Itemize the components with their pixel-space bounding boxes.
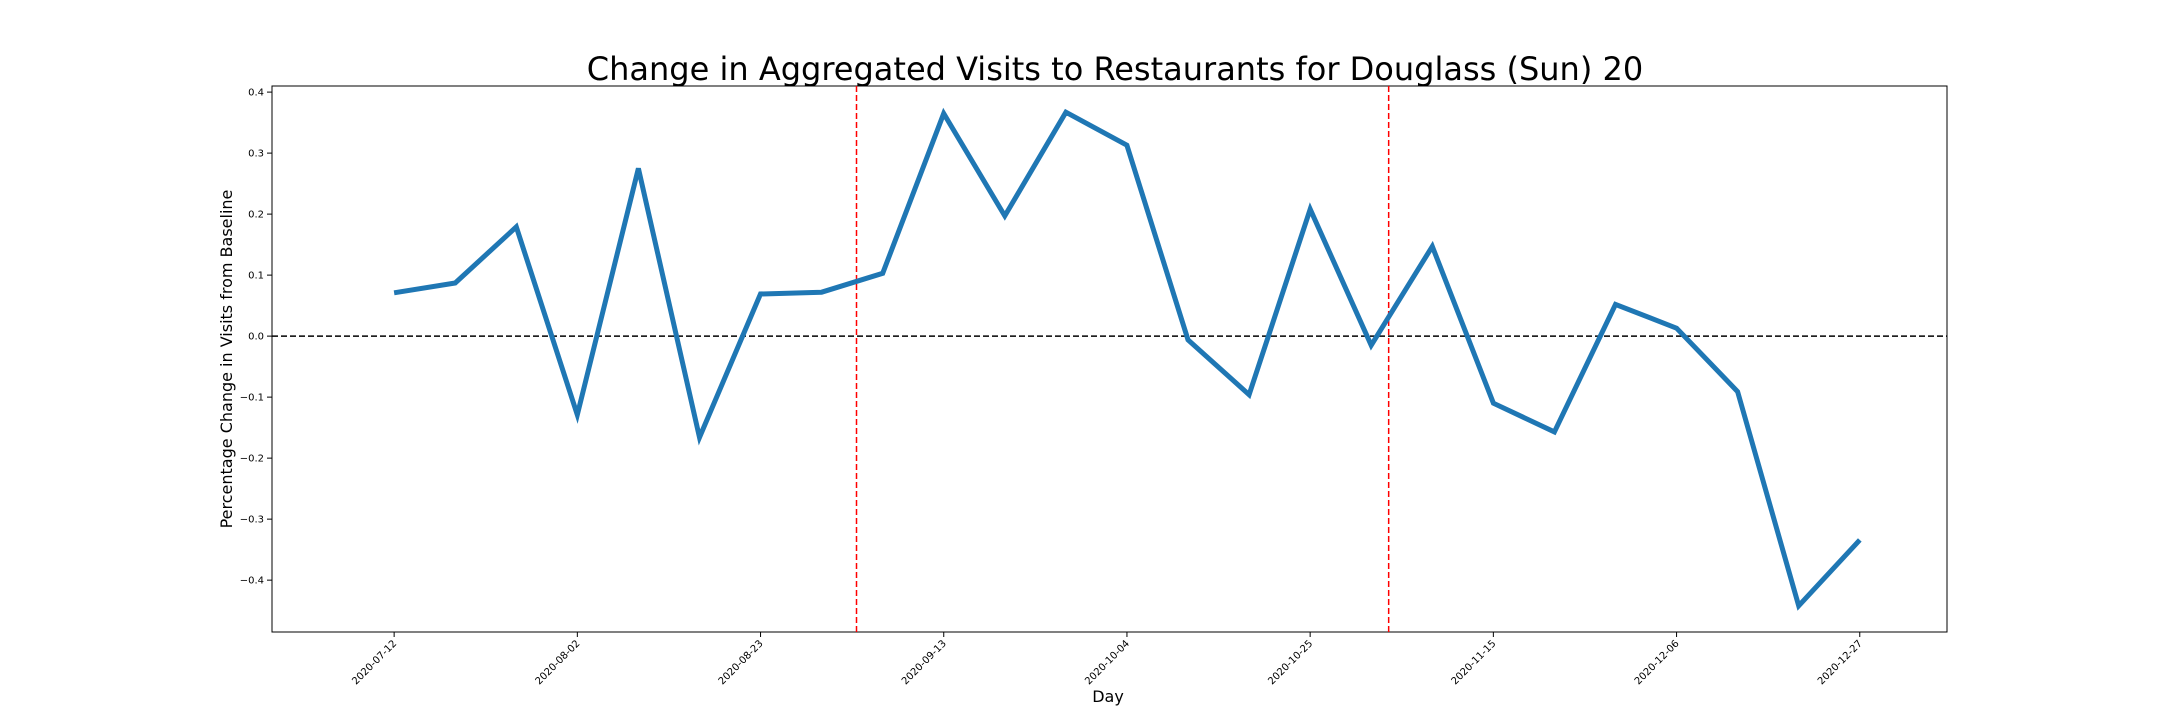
y-tick-label: −0.1	[240, 393, 264, 404]
x-tick-label: 2020-10-04	[1083, 638, 1132, 687]
y-tick-label: 0.3	[248, 149, 264, 160]
y-axis-ticks: −0.4 −0.3 −0.2 −0.1 0.0 0.1 0.2 0.3 0.4	[240, 88, 272, 587]
series-layer	[394, 112, 1860, 606]
x-tick-label: 2020-08-23	[717, 638, 766, 687]
chart-title: Change in Aggregated Visits to Restauran…	[587, 50, 1643, 88]
x-tick-label: 2020-10-25	[1266, 638, 1315, 687]
series-line-1	[394, 112, 1860, 606]
y-tick-label: −0.3	[240, 515, 264, 526]
y-tick-label: 0.1	[248, 271, 264, 282]
y-tick-label: 0.2	[248, 210, 264, 221]
y-tick-label: −0.4	[240, 576, 264, 587]
x-tick-label: 2020-09-13	[900, 638, 949, 687]
y-tick-label: −0.2	[240, 454, 264, 465]
x-axis-label: Day	[1092, 687, 1124, 706]
x-axis-ticks: 2020-07-12 2020-08-02 2020-08-23 2020-09-13…	[350, 632, 1865, 687]
plot-area-frame	[272, 86, 1947, 632]
x-tick-label: 2020-12-06	[1633, 638, 1682, 687]
y-axis-label: Percentage Change in Visits from Baselin…	[217, 190, 236, 529]
x-tick-label: 2020-08-02	[534, 638, 583, 687]
reference-lines	[272, 86, 1947, 632]
y-tick-label: 0.4	[248, 88, 264, 99]
x-tick-label: 2020-07-12	[350, 638, 399, 687]
x-tick-label: 2020-11-15	[1450, 638, 1499, 687]
y-tick-label: 0.0	[248, 332, 264, 343]
x-tick-label: 2020-12-27	[1816, 638, 1865, 687]
